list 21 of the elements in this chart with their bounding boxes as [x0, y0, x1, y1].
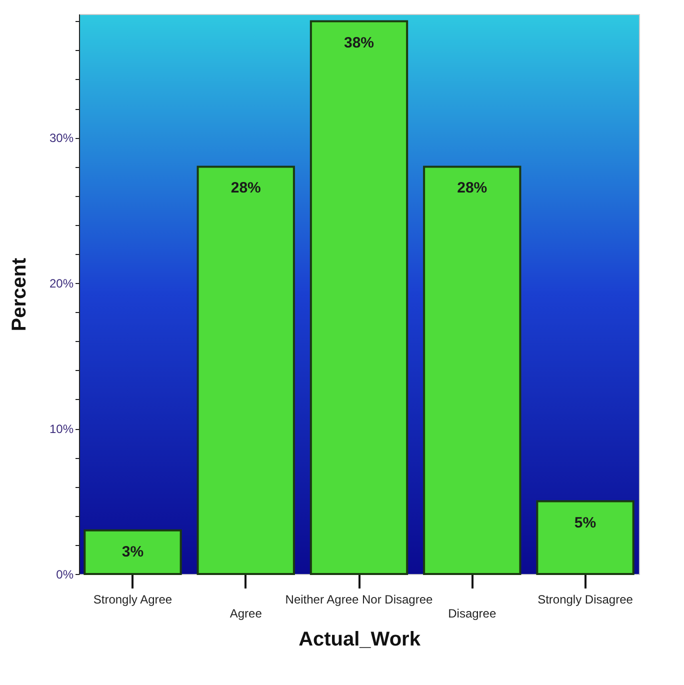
bar — [536, 500, 634, 575]
x-tick-label: Strongly Agree — [93, 592, 172, 606]
data-label: 28% — [457, 180, 488, 197]
x-tick-label: Disagree — [448, 606, 496, 620]
y-tick-label: 30% — [49, 131, 74, 146]
data-label: 3% — [122, 543, 144, 560]
x-tick-label: Strongly Disagree — [538, 592, 634, 606]
data-label: 5% — [574, 514, 596, 532]
x-tick-label: Neither Agree Nor Disagree — [285, 592, 434, 606]
bar — [84, 529, 182, 575]
y-axis-title: Percent — [8, 257, 30, 332]
data-label: 38% — [344, 34, 374, 52]
y-tick-label: 0% — [56, 568, 74, 582]
y-tick-label: 10% — [49, 422, 74, 436]
bar — [310, 20, 408, 575]
data-label: 28% — [230, 180, 261, 197]
x-tick-label: Agree — [230, 606, 262, 620]
bar — [423, 166, 522, 575]
bar — [196, 166, 295, 575]
y-tick-label: 20% — [49, 276, 74, 291]
x-axis-title: Actual_Work — [298, 628, 422, 650]
